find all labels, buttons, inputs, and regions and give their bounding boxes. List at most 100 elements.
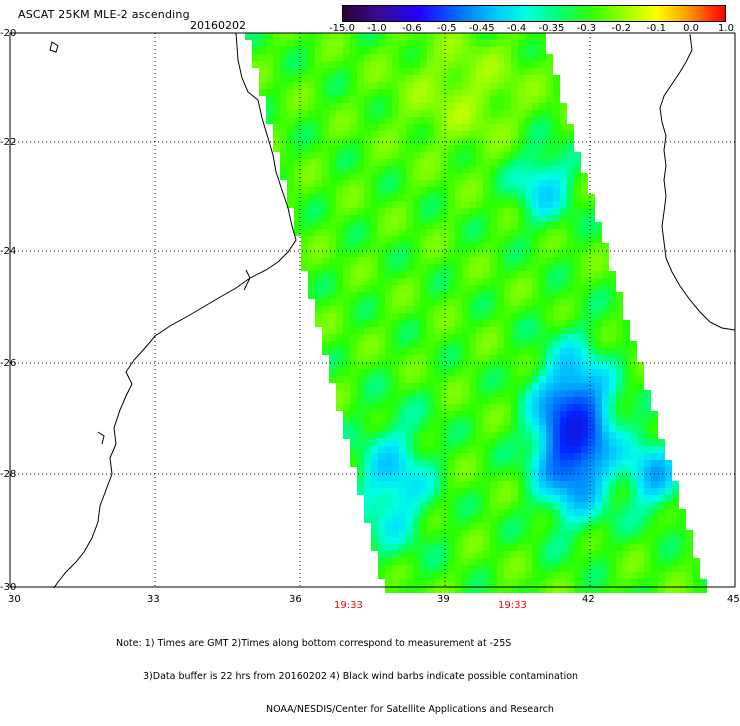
swath-cell xyxy=(427,194,434,201)
swath-cell xyxy=(483,390,490,397)
swath-cell xyxy=(546,376,553,383)
swath-cell xyxy=(385,579,392,586)
swath-cell xyxy=(462,390,469,397)
swath-cell xyxy=(392,61,399,68)
swath-cell xyxy=(476,495,483,502)
swath-cell xyxy=(518,334,525,341)
swath-cell xyxy=(490,222,497,229)
swath-cell xyxy=(287,54,294,61)
swath-cell xyxy=(294,89,301,96)
swath-cell xyxy=(357,264,364,271)
swath-cell xyxy=(399,264,406,271)
swath-cell xyxy=(574,334,581,341)
swath-cell xyxy=(350,215,357,222)
swath-cell xyxy=(364,341,371,348)
swath-cell xyxy=(476,131,483,138)
swath-cell xyxy=(413,215,420,222)
swath-cell xyxy=(392,411,399,418)
swath-cell xyxy=(448,208,455,215)
swath-cell xyxy=(420,222,427,229)
swath-cell xyxy=(371,425,378,432)
swath-cell xyxy=(525,306,532,313)
swath-cell xyxy=(476,208,483,215)
swath-cell xyxy=(434,82,441,89)
swath-cell xyxy=(392,54,399,61)
swath-cell xyxy=(581,432,588,439)
swath-cell xyxy=(511,334,518,341)
swath-cell xyxy=(574,446,581,453)
swath-cell xyxy=(434,96,441,103)
swath-cell xyxy=(504,222,511,229)
swath-cell xyxy=(420,453,427,460)
swath-cell xyxy=(532,208,539,215)
swath-cell xyxy=(434,173,441,180)
swath-cell xyxy=(546,334,553,341)
swath-cell xyxy=(385,390,392,397)
swath-cell xyxy=(371,278,378,285)
swath-cell xyxy=(476,334,483,341)
swath-cell xyxy=(427,390,434,397)
swath-cell xyxy=(511,544,518,551)
swath-cell xyxy=(448,530,455,537)
swath-cell xyxy=(658,495,665,502)
swath-cell xyxy=(609,572,616,579)
swath-cell xyxy=(336,397,343,404)
swath-cell xyxy=(609,551,616,558)
swath-cell xyxy=(287,103,294,110)
swath-cell xyxy=(350,348,357,355)
swath-cell xyxy=(497,243,504,250)
swath-cell xyxy=(399,383,406,390)
swath-cell xyxy=(343,145,350,152)
swath-cell xyxy=(546,152,553,159)
swath-cell xyxy=(532,299,539,306)
swath-cell xyxy=(301,96,308,103)
swath-cell xyxy=(539,110,546,117)
swath-cell xyxy=(518,425,525,432)
swath-cell xyxy=(294,75,301,82)
swath-cell xyxy=(560,404,567,411)
swath-cell xyxy=(623,488,630,495)
swath-cell xyxy=(469,194,476,201)
swath-cell xyxy=(308,96,315,103)
swath-cell xyxy=(616,341,623,348)
swath-cell xyxy=(651,509,658,516)
swath-cell xyxy=(364,362,371,369)
swath-cell xyxy=(546,586,553,593)
swath-cell xyxy=(462,271,469,278)
swath-cell xyxy=(595,243,602,250)
swath-cell xyxy=(406,222,413,229)
swath-cell xyxy=(294,194,301,201)
swath-cell xyxy=(497,572,504,579)
swath-cell xyxy=(546,425,553,432)
swath-cell xyxy=(315,236,322,243)
swath-cell xyxy=(308,194,315,201)
swath-cell xyxy=(441,208,448,215)
swath-cell xyxy=(406,551,413,558)
swath-cell xyxy=(602,250,609,257)
swath-cell xyxy=(483,565,490,572)
swath-cell xyxy=(252,54,259,61)
swath-cell xyxy=(539,390,546,397)
swath-cell xyxy=(406,495,413,502)
swath-cell xyxy=(504,152,511,159)
swath-cell xyxy=(385,208,392,215)
swath-cell xyxy=(588,383,595,390)
swath-cell xyxy=(588,208,595,215)
swath-cell xyxy=(462,362,469,369)
swath-cell xyxy=(602,432,609,439)
swath-cell xyxy=(385,334,392,341)
swath-cell xyxy=(392,201,399,208)
swath-cell xyxy=(539,145,546,152)
swath-cell xyxy=(476,110,483,117)
swath-cell xyxy=(539,75,546,82)
swath-cell xyxy=(518,558,525,565)
swath-cell xyxy=(462,404,469,411)
swath-cell xyxy=(518,124,525,131)
swath-cell xyxy=(553,117,560,124)
swath-cell xyxy=(574,418,581,425)
swath-cell xyxy=(385,236,392,243)
swath-cell xyxy=(602,439,609,446)
swath-cell xyxy=(371,96,378,103)
swath-cell xyxy=(462,376,469,383)
swath-cell xyxy=(644,502,651,509)
